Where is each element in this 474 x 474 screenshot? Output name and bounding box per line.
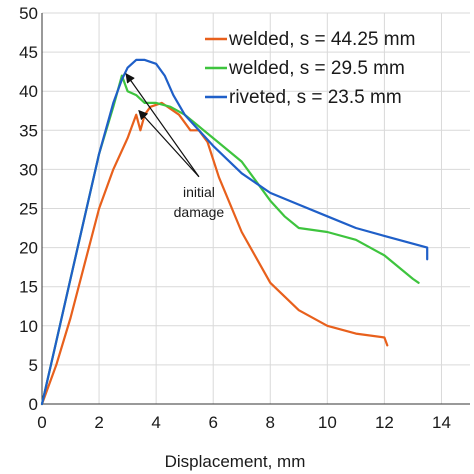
legend-label: riveted, s = 23.5 mm [229, 87, 402, 108]
x-tick-label: 8 [266, 413, 275, 432]
y-tick-label: 10 [19, 317, 38, 336]
legend: welded, s = 44.25 mm welded, s = 29.5 mm r… [205, 29, 415, 108]
y-tick-label: 40 [19, 82, 38, 101]
x-tick-label: 10 [318, 413, 337, 432]
series-line-1 [40, 101, 389, 406]
annotation-arrow [138, 109, 200, 178]
y-tick-label: 20 [19, 239, 38, 258]
y-tick-label: 50 [19, 4, 38, 23]
series-group [40, 58, 429, 406]
y-tick-label: 35 [19, 121, 38, 140]
y-tick-label: 45 [19, 43, 38, 62]
axes: 0 5 10 15 20 25 30 35 40 45 50 0 2 4 6 8 10 12 14 [19, 4, 470, 432]
y-tick-label: 0 [29, 395, 38, 414]
annotation-text: initial [183, 184, 215, 200]
annotation-group: initial damage [125, 73, 225, 220]
annotation-text: damage [174, 204, 225, 220]
y-tick-label: 15 [19, 278, 38, 297]
y-tick-label: 25 [19, 200, 38, 219]
series-line-3 [40, 58, 429, 406]
x-axis-title: Displacement, mm [165, 452, 306, 471]
x-tick-label: 2 [94, 413, 103, 432]
x-tick-label: 14 [432, 413, 451, 432]
x-tick-label: 0 [37, 413, 46, 432]
x-tick-label: 12 [375, 413, 394, 432]
x-tick-label: 6 [208, 413, 217, 432]
legend-label: welded, s = 44.25 mm [228, 29, 415, 50]
x-tick-label: 4 [151, 413, 160, 432]
y-tick-label: 30 [19, 160, 38, 179]
series-line-2 [40, 74, 420, 406]
y-tick-label: 5 [29, 356, 38, 375]
legend-label: welded, s = 29.5 mm [228, 58, 405, 79]
annotation-arrow [125, 73, 200, 178]
